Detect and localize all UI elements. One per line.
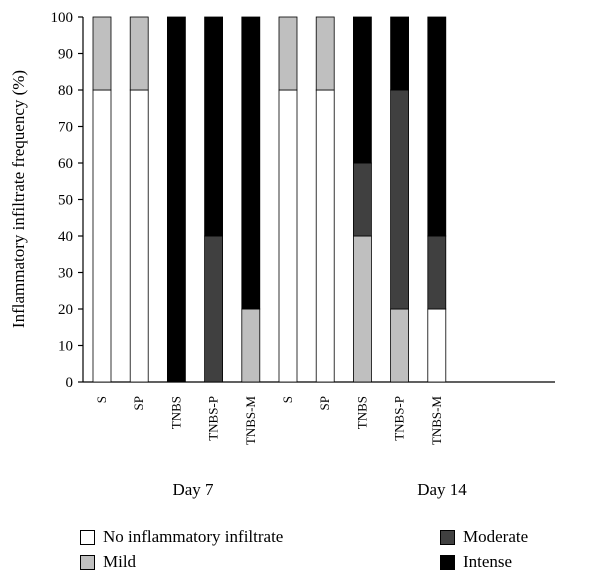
y-tick-label: 0 — [66, 375, 74, 391]
y-tick-label: 30 — [58, 266, 73, 282]
y-tick-label: 80 — [58, 83, 73, 99]
legend-swatch-mild — [80, 554, 95, 570]
bar-segment — [427, 235, 447, 310]
bar-segment — [241, 16, 261, 310]
y-tick-label: 40 — [58, 229, 73, 245]
bar-segment — [241, 308, 261, 383]
legend-item-none: No inflammatory infiltrate — [80, 527, 283, 547]
x-tick-label: SP — [317, 396, 332, 410]
y-tick-label: 100 — [51, 10, 74, 26]
legend-label-moderate: Moderate — [463, 527, 529, 546]
x-tick-label: TNBS-P — [206, 396, 221, 441]
bar-segment — [427, 16, 447, 237]
bar-segment — [390, 308, 410, 383]
bar-segment — [352, 16, 372, 164]
bar-segment — [315, 16, 335, 91]
bar-segment — [129, 16, 149, 91]
y-axis-label: Inflammatory infiltrate frequency (%) — [9, 70, 28, 328]
bar-segment — [390, 89, 410, 310]
x-tick-label: TNBS — [354, 396, 369, 429]
group-label-day7: Day 7 — [172, 480, 214, 499]
x-tick-label: TNBS-M — [429, 396, 444, 446]
bar-segment — [204, 16, 224, 237]
legend-label-intense: Intense — [463, 552, 513, 571]
x-tick-label: SP — [131, 396, 146, 410]
bar-segment — [204, 235, 224, 383]
bar-segment — [129, 89, 149, 383]
bar-segment — [352, 235, 372, 383]
bar-segment — [92, 89, 112, 383]
legend-label-mild: Mild — [103, 552, 137, 571]
legend-swatch-moderate — [440, 529, 455, 545]
bar-segment — [352, 162, 372, 237]
y-tick-label: 10 — [58, 339, 73, 355]
bar-segment — [166, 16, 186, 383]
legend-swatch-intense — [440, 554, 455, 570]
legend-swatch-none — [80, 529, 95, 545]
bar-segment — [278, 89, 298, 383]
legend-item-mild: Mild — [80, 552, 136, 572]
y-tick-label: 60 — [58, 156, 73, 172]
y-tick-label: 90 — [58, 47, 73, 63]
y-tick-label: 50 — [58, 193, 73, 209]
bar-segment — [278, 16, 298, 91]
x-tick-label: TNBS-P — [392, 396, 407, 441]
group-label-day14: Day 14 — [417, 480, 467, 499]
bar-segment — [315, 89, 335, 383]
x-tick-label: TNBS — [168, 396, 183, 429]
x-tick-label: TNBS-M — [243, 396, 258, 446]
legend-item-moderate: Moderate — [440, 527, 528, 547]
legend-item-intense: Intense — [440, 552, 512, 572]
legend-label-none: No inflammatory infiltrate — [103, 527, 284, 546]
x-tick-label: S — [94, 396, 109, 403]
y-tick-label: 70 — [58, 120, 73, 136]
y-tick-label: 20 — [58, 302, 73, 318]
x-tick-label: S — [280, 396, 295, 403]
bar-segment — [427, 308, 447, 383]
bar-segment — [92, 16, 112, 91]
plot-area: 0 10 20 30 40 50 60 70 80 90 100 S SP TNBS TNBS-P TNBS-… — [51, 10, 555, 446]
bar-segment — [390, 16, 410, 91]
